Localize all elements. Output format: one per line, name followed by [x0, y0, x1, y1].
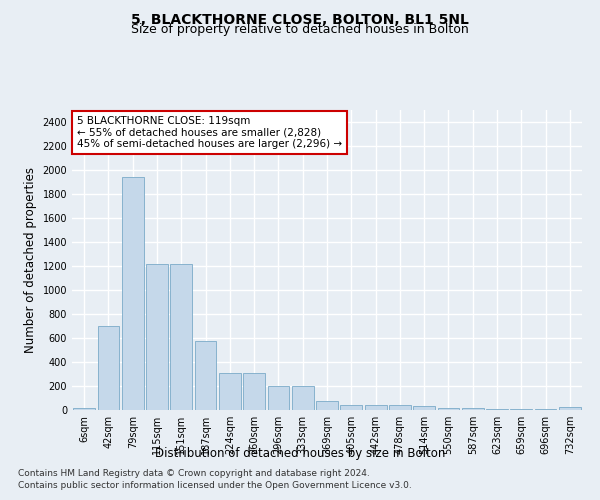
Bar [462, 408, 484, 410]
Text: Contains public sector information licensed under the Open Government Licence v3: Contains public sector information licen… [18, 481, 412, 490]
Text: Contains HM Land Registry data © Crown copyright and database right 2024.: Contains HM Land Registry data © Crown c… [18, 468, 370, 477]
Bar [340, 404, 362, 410]
Text: 5 BLACKTHORNE CLOSE: 119sqm
← 55% of detached houses are smaller (2,828)
45% of : 5 BLACKTHORNE CLOSE: 119sqm ← 55% of det… [77, 116, 342, 149]
Bar [170, 264, 192, 410]
Text: Size of property relative to detached houses in Bolton: Size of property relative to detached ho… [131, 22, 469, 36]
Bar [97, 326, 119, 410]
Bar [389, 406, 411, 410]
Bar [243, 374, 265, 410]
Text: Distribution of detached houses by size in Bolton: Distribution of detached houses by size … [155, 448, 445, 460]
Bar [413, 406, 435, 410]
Y-axis label: Number of detached properties: Number of detached properties [24, 167, 37, 353]
Bar [73, 408, 95, 410]
Bar [292, 386, 314, 410]
Bar [194, 341, 217, 410]
Bar [316, 401, 338, 410]
Bar [122, 177, 143, 410]
Bar [437, 408, 460, 410]
Bar [268, 386, 289, 410]
Text: 5, BLACKTHORNE CLOSE, BOLTON, BL1 5NL: 5, BLACKTHORNE CLOSE, BOLTON, BL1 5NL [131, 12, 469, 26]
Bar [365, 406, 386, 410]
Bar [146, 264, 168, 410]
Bar [219, 374, 241, 410]
Bar [559, 408, 581, 410]
